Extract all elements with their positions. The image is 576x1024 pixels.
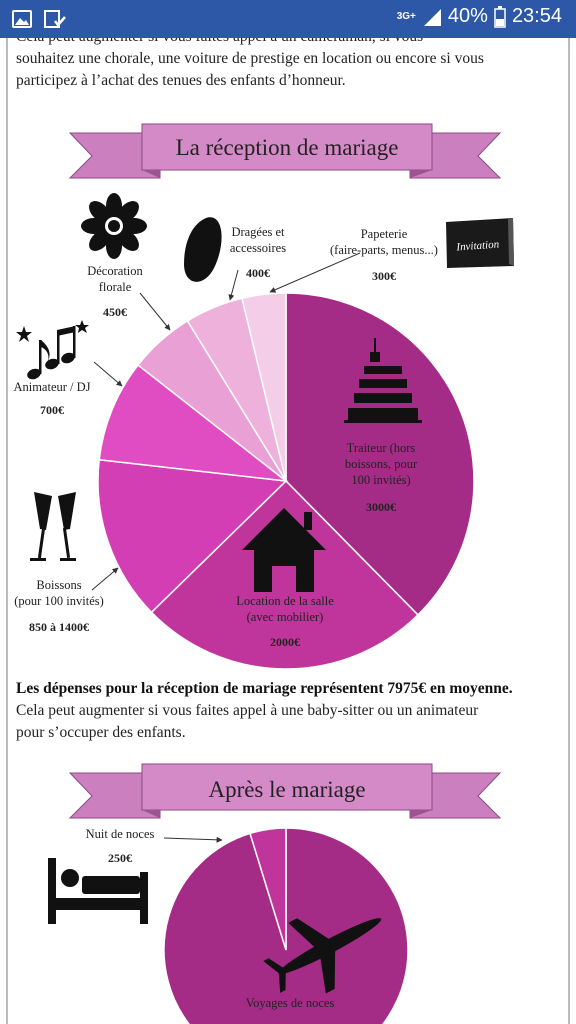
value-boissons: 850 à 1400€ (29, 620, 89, 634)
banner-reception: La réception de mariage (68, 123, 502, 179)
value-papeterie: 300€ (372, 269, 396, 283)
reception-summary: Les dépenses pour la réception de mariag… (16, 678, 556, 744)
pie1-slice-3 (98, 363, 289, 483)
cake-icon (344, 338, 422, 423)
label-papeterie: Papeterie (faire-parts, menus...) (330, 227, 438, 257)
battery-percent: 40% (447, 5, 488, 27)
value-dragees: 400€ (246, 266, 270, 280)
clock: 23:54 (511, 5, 562, 27)
banner-after: Après le mariage (68, 763, 502, 819)
left-border (6, 0, 8, 1024)
pie2-slice-1 (249, 827, 287, 951)
reception-summary-line-3: pour s’occuper des enfants. (16, 724, 186, 741)
pie1-slice-6 (241, 292, 287, 482)
dragee-icon (184, 217, 222, 282)
status-bar: 3G+ 40% 23:54 (0, 0, 576, 38)
invitation-text: Invitation (455, 238, 500, 253)
flower-icon (81, 193, 147, 259)
pie1-slice-2 (97, 458, 288, 614)
bed-icon (48, 858, 148, 924)
leader-arrow-nuit (163, 836, 223, 843)
pie2-slice-0 (163, 827, 409, 1024)
value-decoration-florale: 450€ (103, 305, 127, 319)
label-animateur: Animateur / DJ (13, 380, 91, 394)
reception-summary-line-2: Cela peut augmenter si vous faites appel… (16, 702, 479, 719)
value-traiteur: 3000€ (366, 500, 396, 514)
intro-line-3: participez à l’achat des tenues des enfa… (16, 72, 346, 89)
pie1-slice-0 (285, 292, 475, 616)
pie1-slice-1 (150, 479, 420, 670)
battery-icon (494, 5, 506, 28)
label-dragees: Dragées et accessoires (229, 225, 287, 255)
image-icon (12, 10, 32, 28)
banner-reception-title: La réception de mariage (176, 135, 399, 160)
signal-icon (423, 8, 441, 26)
value-animateur: 700€ (40, 403, 64, 417)
champagne-glasses-icon (30, 492, 76, 561)
label-voyages-de-noces: Voyages de noces (245, 996, 335, 1010)
banner-after-title: Après le mariage (208, 777, 365, 802)
airplane-icon (263, 918, 382, 994)
label-decoration-florale: Décoration florale (87, 264, 143, 294)
label-location-salle: Location de la salle (avec mobilier) (236, 594, 334, 624)
intro-line-2: souhaitez une chorale, une voiture de pr… (16, 50, 484, 67)
pie-reception (97, 292, 475, 670)
right-border (568, 0, 570, 1024)
reception-summary-bold: Les dépenses pour la réception de mariag… (16, 680, 513, 697)
network-type: 3G+ (396, 11, 416, 22)
leader-arrows-reception (91, 252, 361, 591)
label-nuit-de-noces: Nuit de noces (85, 827, 155, 841)
check-list-icon (44, 10, 66, 28)
label-boissons: Boissons (pour 100 invités) (14, 578, 104, 608)
pie-after (163, 827, 409, 1024)
house-icon (242, 508, 326, 592)
invitation-card-icon: Invitation (446, 218, 514, 268)
music-notes-icon (16, 320, 89, 380)
label-traiteur: Traiteur (hors boissons, pour 100 invité… (344, 441, 418, 487)
value-location-salle: 2000€ (270, 635, 300, 649)
value-nuit-de-noces: 250€ (108, 851, 132, 865)
